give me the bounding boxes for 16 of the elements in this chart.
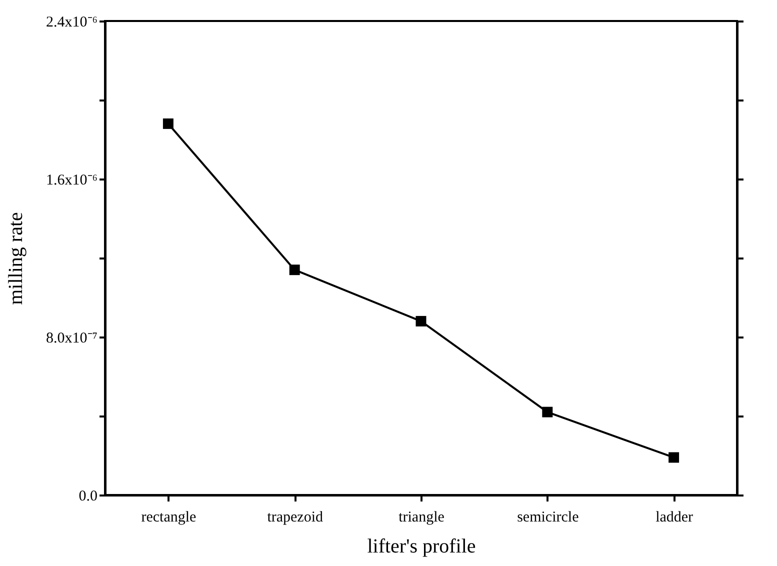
y-tick-label: 8.0x10⁻⁷ xyxy=(46,330,98,346)
x-tick-label: rectangle xyxy=(141,510,197,526)
y-tick-label: 1.6x10⁻⁶ xyxy=(46,172,98,188)
point xyxy=(416,316,426,326)
y-tick-label: 0.0 xyxy=(78,488,98,504)
x-tick-label: ladder xyxy=(656,510,694,526)
y-axis-title: milling rate xyxy=(5,212,28,305)
point xyxy=(289,264,300,276)
x-axis-title: lifter's profile xyxy=(367,536,476,558)
x-tick-label: trapezoid xyxy=(267,510,324,526)
y-tick-label: 2.4x10⁻⁶ xyxy=(46,14,98,30)
point xyxy=(542,406,553,418)
x-tick-label: semicircle xyxy=(517,510,580,526)
point xyxy=(668,452,680,463)
x-tick-label: triangle xyxy=(398,510,445,526)
point xyxy=(162,118,174,129)
